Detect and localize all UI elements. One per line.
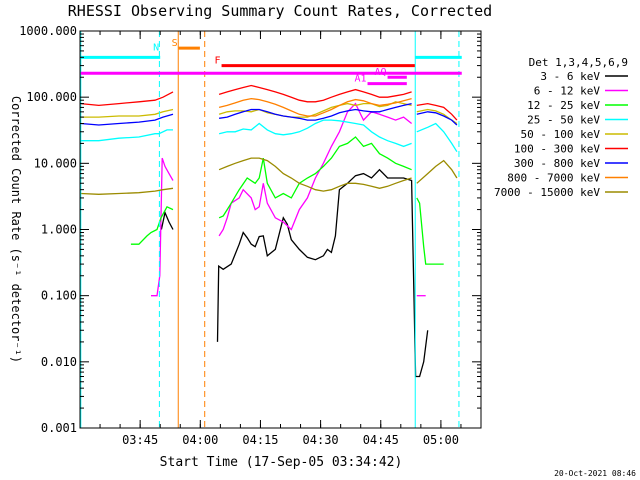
series-line-1-0 <box>151 157 174 297</box>
series-line-6-0 <box>80 113 174 126</box>
legend-label-5: 100 - 300 keV <box>514 143 600 156</box>
series-line-3-2 <box>416 122 458 153</box>
legend-label-4: 50 - 100 keV <box>521 128 601 141</box>
annotation-label-2: S <box>172 38 178 49</box>
y-axis-label: Corrected Count Rate (s⁻¹ detector⁻¹) <box>9 96 23 363</box>
series-line-7-0 <box>218 97 412 117</box>
series-line-8-0 <box>80 187 174 195</box>
legend-label-6: 300 - 800 keV <box>514 157 600 170</box>
annotation-label-6: AQ <box>375 67 387 78</box>
y-tick-label-4: 0.100 <box>41 289 77 303</box>
series-line-0-0 <box>160 210 174 230</box>
series-line-8-2 <box>416 159 458 184</box>
x-tick-label-0: 03:45 <box>122 433 158 447</box>
legend-label-1: 6 - 12 keV <box>534 85 601 98</box>
y-tick-label-3: 1.000 <box>41 223 77 237</box>
legend-label-3: 25 - 50 keV <box>527 114 600 127</box>
series-line-8-1 <box>218 157 412 192</box>
y-axis-ticks: 1000.000 100.000 10.000 1.000 0.100 0.010 0.00… <box>19 24 481 435</box>
series-line-3-0 <box>80 129 173 142</box>
annotation-label-3: N <box>153 43 159 54</box>
series-line-5-2 <box>416 102 458 121</box>
legend-label-8: 7000 - 15000 keV <box>494 186 600 199</box>
annotation-bars: S N F AQ A1 <box>80 38 462 86</box>
x-tick-label-5: 05:00 <box>423 433 459 447</box>
series-line-4-0 <box>80 108 174 118</box>
series-line-2-2 <box>416 197 444 265</box>
x-tick-label-1: 04:00 <box>182 433 218 447</box>
series-line-0-1 <box>216 168 429 378</box>
series-line-4-2 <box>416 108 458 125</box>
legend-label-7: 800 - 7000 keV <box>507 172 600 185</box>
x-axis-ticks: 03:45 04:00 04:15 04:30 04:45 05:00 <box>79 31 482 447</box>
series-layer <box>80 84 458 378</box>
y-tick-label-6: 0.001 <box>41 421 77 435</box>
legend-label-0: 3 - 6 keV <box>540 70 600 83</box>
series-line-5-0 <box>80 91 174 107</box>
series-line-2-1 <box>218 136 412 219</box>
y-tick-label-5: 0.010 <box>41 355 77 369</box>
y-tick-label-2: 10.000 <box>34 156 77 170</box>
series-line-6-2 <box>416 111 458 126</box>
series-line-5-1 <box>218 84 412 103</box>
x-tick-label-4: 04:45 <box>363 433 399 447</box>
legend-title: Det 1,3,4,5,6,9 <box>529 56 628 69</box>
series-line-3-1 <box>218 119 412 148</box>
series-line-2-0 <box>130 205 174 245</box>
x-axis-label: Start Time (17-Sep-05 03:34:42) <box>160 455 403 470</box>
y-tick-label-1: 100.000 <box>26 90 77 104</box>
series-line-6-1 <box>219 102 412 121</box>
series-line-1-1 <box>218 102 413 237</box>
x-tick-label-2: 04:15 <box>242 433 278 447</box>
y-tick-label-0: 1000.000 <box>19 24 77 38</box>
series-line-4-1 <box>218 101 412 118</box>
chart-title: RHESSI Observing Summary Count Rates, Co… <box>68 2 492 20</box>
annotation-label-4: F <box>215 56 221 67</box>
footer-date: 20-Oct-2021 08:46 <box>554 469 636 478</box>
legend-label-2: 12 - 25 keV <box>527 99 600 112</box>
x-tick-label-3: 04:30 <box>303 433 339 447</box>
annotation-label-7: A1 <box>354 74 366 85</box>
